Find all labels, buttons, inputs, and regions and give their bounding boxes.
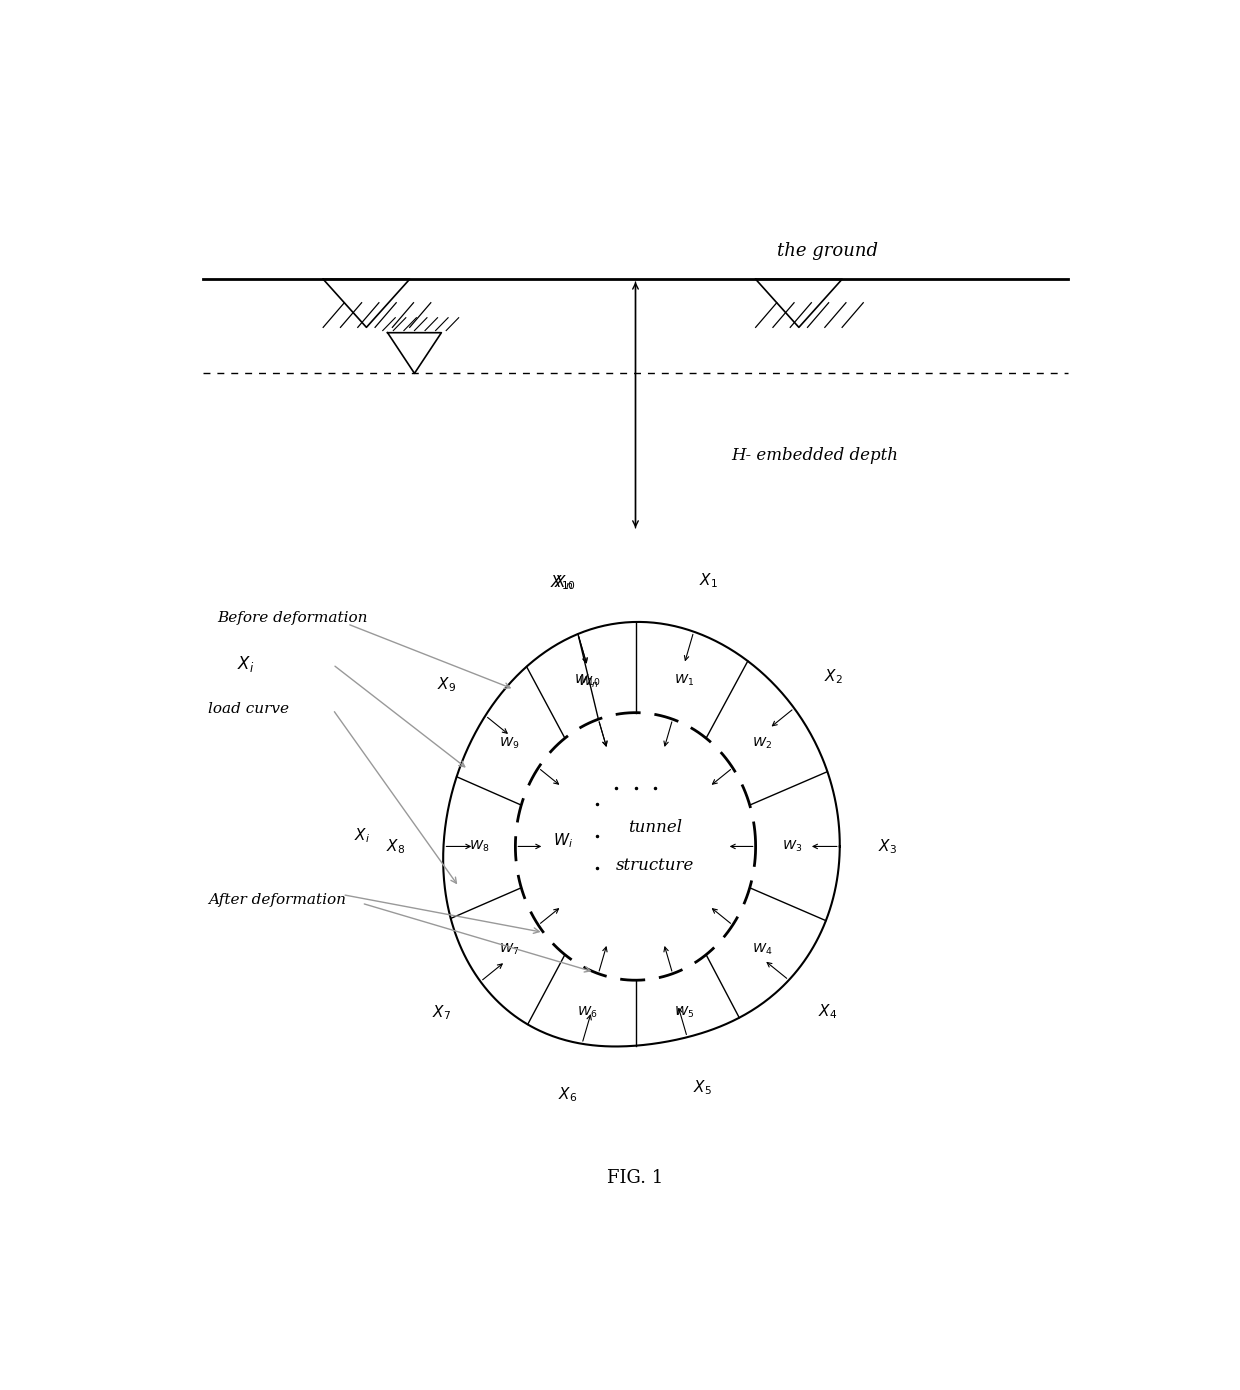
Text: $X_6$: $X_6$ — [558, 1086, 577, 1104]
Text: $X_3$: $X_3$ — [878, 837, 898, 856]
Text: $X_n$: $X_n$ — [553, 574, 573, 592]
Text: $X_1$: $X_1$ — [699, 571, 718, 591]
Text: $W_2$: $W_2$ — [753, 737, 773, 752]
Text: H- embedded depth: H- embedded depth — [732, 448, 899, 464]
Text: $W_n$: $W_n$ — [578, 676, 598, 689]
Text: load curve: load curve — [208, 702, 289, 716]
Text: $W_4$: $W_4$ — [751, 941, 773, 956]
Text: $W_3$: $W_3$ — [782, 840, 802, 853]
Text: tunnel: tunnel — [627, 819, 682, 835]
Text: FIG. 1: FIG. 1 — [608, 1169, 663, 1187]
Text: $W_8$: $W_8$ — [469, 840, 489, 853]
Text: $W_7$: $W_7$ — [498, 941, 518, 956]
Text: $X_9$: $X_9$ — [436, 674, 456, 694]
Text: $W_1$: $W_1$ — [673, 673, 694, 688]
Text: structure: structure — [615, 858, 694, 874]
Text: $W_{10}$: $W_{10}$ — [574, 673, 600, 688]
Text: $W_i$: $W_i$ — [553, 831, 573, 851]
Text: the ground: the ground — [777, 242, 878, 260]
Text: After deformation: After deformation — [208, 892, 346, 906]
Text: $W_5$: $W_5$ — [673, 1005, 694, 1020]
Text: $X_8$: $X_8$ — [386, 837, 405, 856]
Text: Before deformation: Before deformation — [217, 612, 368, 626]
Text: $X_2$: $X_2$ — [823, 667, 842, 687]
Text: $X_i$: $X_i$ — [353, 827, 370, 845]
Text: $X_4$: $X_4$ — [818, 1002, 837, 1020]
Text: $W_9$: $W_9$ — [498, 737, 520, 752]
Text: $X_{10}$: $X_{10}$ — [551, 574, 577, 592]
Text: $X_i$: $X_i$ — [237, 655, 254, 674]
Text: $W_6$: $W_6$ — [577, 1005, 598, 1020]
Text: $X_5$: $X_5$ — [693, 1079, 712, 1098]
Text: $X_7$: $X_7$ — [432, 1004, 451, 1023]
